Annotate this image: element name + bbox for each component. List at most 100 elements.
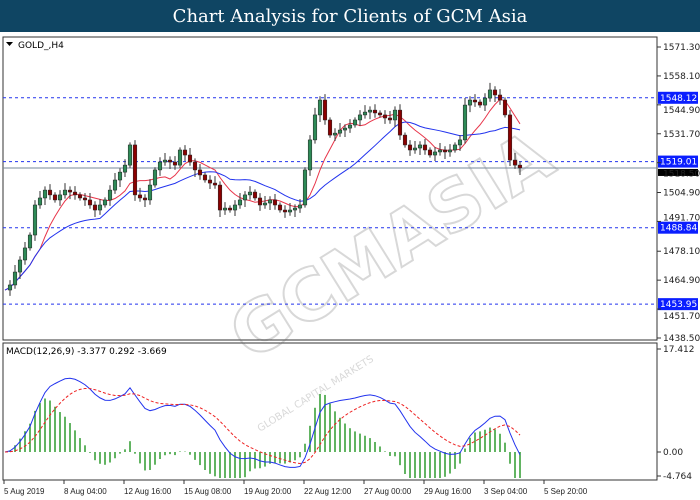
candle-body: [472, 99, 478, 103]
candle-body: [287, 209, 293, 213]
candle-body: [357, 114, 363, 121]
candle-body: [192, 161, 198, 171]
time-tick-label: 29 Aug 16:00: [424, 487, 472, 496]
candle-body: [157, 161, 163, 171]
candle-body: [382, 114, 388, 119]
candle-body: [457, 139, 463, 146]
symbol-label: GOLD_,H4: [18, 41, 64, 51]
level-price-label: 1548.12: [660, 94, 697, 104]
candle-body: [97, 204, 103, 211]
price-tick-label: 1531.70: [663, 130, 700, 140]
candle-body: [262, 202, 268, 206]
chart-frame: [2, 36, 658, 481]
candle-body: [452, 144, 458, 151]
candle-body: [307, 139, 313, 171]
price-tick-label: 1491.70: [663, 214, 700, 224]
macd-main-line: [4, 377, 521, 468]
candle-body: [127, 144, 133, 166]
price-chart: GCMASIA GLOBAL CAPITAL MARKETS 1548.1215…: [2, 36, 700, 496]
macd-tick-label: 17.412: [663, 345, 695, 355]
candle-body: [392, 109, 398, 121]
candle-body: [207, 179, 213, 184]
candle-body: [302, 169, 308, 206]
candle-body: [177, 149, 183, 166]
level-price-tag: [658, 155, 698, 168]
candle-body: [407, 144, 413, 151]
candle-body: [322, 99, 328, 121]
candle-body: [372, 109, 378, 114]
candles: [7, 82, 523, 296]
level-lines: 1548.12 1519.01 1488.84 1453.95: [3, 91, 698, 311]
candle-body: [327, 119, 333, 136]
candle-body: [52, 194, 58, 201]
candle-body: [67, 189, 73, 193]
macd-tick-label: -4.764: [663, 472, 692, 482]
time-tick-label: 3 Sep 04:00: [484, 487, 528, 496]
price-tick-label: 1504.90: [663, 189, 700, 199]
candle-body: [512, 159, 518, 166]
level-price-label: 1453.95: [660, 300, 697, 310]
candle-body: [107, 189, 113, 201]
candle-body: [272, 199, 278, 206]
macd-panel-border: [2, 342, 658, 481]
candle-body: [227, 207, 233, 211]
candle-body: [477, 101, 483, 106]
candle-body: [212, 182, 218, 186]
level-price-tag: [658, 91, 698, 104]
candle-body: [87, 199, 93, 206]
candle-body: [102, 199, 108, 206]
price-tick-label: 1438.50: [663, 334, 700, 344]
candle-body: [342, 127, 348, 131]
price-axis: 1571.30 1558.10 1544.90 1531.70 1518.50 1504.…: [657, 43, 700, 344]
level-price-tag: [658, 221, 698, 234]
candle-body: [147, 184, 153, 201]
candle-body: [242, 194, 248, 201]
candle-body: [232, 204, 238, 211]
candle-body: [412, 147, 418, 151]
candle-body: [487, 89, 493, 99]
dropdown-triangle-icon[interactable]: [6, 42, 13, 46]
candle-body: [27, 234, 33, 249]
candle-body: [137, 194, 143, 199]
candle-body: [397, 109, 403, 136]
candle-body: [257, 197, 263, 206]
price-tick-label: 1558.10: [663, 72, 700, 82]
candle-body: [297, 204, 303, 209]
candle-body: [132, 144, 138, 196]
candle-body: [337, 129, 343, 134]
candle-body: [292, 207, 298, 211]
level-price-label: 1519.01: [660, 158, 697, 168]
candle-body: [417, 144, 423, 149]
time-tick-label: 22 Aug 12:00: [304, 487, 352, 496]
candle-body: [82, 197, 88, 201]
candle-body: [237, 199, 243, 206]
candle-body: [347, 124, 353, 129]
candle-body: [402, 134, 408, 146]
time-tick-label: 5 Sep 20:00: [544, 487, 588, 496]
candle-body: [17, 259, 23, 273]
watermark-text: GCMASIA: [216, 114, 568, 376]
price-tick-label: 1464.90: [663, 276, 700, 286]
candle-body: [162, 159, 168, 163]
candle-body: [317, 99, 323, 116]
candle-body: [432, 151, 438, 156]
macd-label: MACD(12,26,9) -3.377 0.292 -3.669: [6, 347, 167, 357]
price-tick-label: 1451.70: [663, 312, 700, 322]
time-tick-label: 12 Aug 16:00: [124, 487, 172, 496]
time-axis: 5 Aug 2019 8 Aug 04:00 12 Aug 16:00 15 Aug …: [3, 480, 588, 496]
candle-body: [517, 164, 523, 169]
price-tick-label: 1478.10: [663, 247, 700, 257]
candle-body: [187, 154, 193, 163]
candle-body: [62, 189, 68, 196]
candle-body: [377, 112, 383, 116]
candle-body: [92, 204, 98, 211]
time-tick-label: 8 Aug 04:00: [64, 487, 107, 496]
macd-tick-label: 0.00: [663, 448, 683, 458]
time-tick-label: 5 Aug 2019: [4, 487, 45, 496]
price-tick-label: 1518.50: [663, 170, 700, 180]
candle-body: [57, 194, 63, 201]
candle-body: [12, 271, 18, 286]
candle-body: [277, 204, 283, 211]
candle-body: [437, 149, 443, 153]
candle-body: [117, 171, 123, 181]
